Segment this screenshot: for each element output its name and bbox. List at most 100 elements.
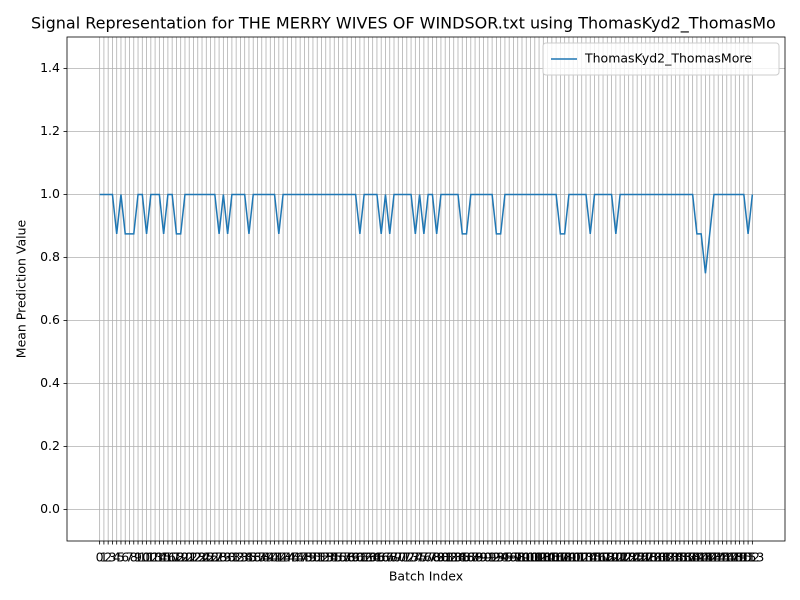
x-tick-label: 142 <box>694 550 718 565</box>
x-tick-label: 120 <box>600 550 624 565</box>
x-axis-label: Batch Index <box>389 569 463 584</box>
x-tick-label: 62 <box>356 550 372 565</box>
x-tick-label: 129 <box>638 550 662 565</box>
x-tick-label: 132 <box>651 550 675 565</box>
x-tick-label: 2 <box>104 550 112 565</box>
x-tick-label: 151 <box>732 550 756 565</box>
x-tick-label: 110 <box>557 550 581 565</box>
x-tick-label: 69 <box>386 550 402 565</box>
x-tick-label: 135 <box>664 550 688 565</box>
x-tick-label: 127 <box>630 550 654 565</box>
x-tick-label: 125 <box>621 550 645 565</box>
x-tick-label: 115 <box>578 550 602 565</box>
x-tick-label: 51 <box>309 550 325 565</box>
x-tick-label: 103 <box>527 550 551 565</box>
x-tick-label: 133 <box>655 550 679 565</box>
chart-title: Signal Representation for THE MERRY WIVE… <box>31 14 776 34</box>
series-line <box>99 193 754 274</box>
x-tick-label: 137 <box>672 550 696 565</box>
y-tick-label: 0.0 <box>40 501 60 516</box>
x-tick-label: 73 <box>403 550 419 565</box>
x-tick-label: 21 <box>181 550 197 565</box>
x-tick-label: 141 <box>689 550 713 565</box>
x-tick-label: 22 <box>186 550 202 565</box>
x-tick-label: 6 <box>121 550 129 565</box>
x-tick-label: 94 <box>493 550 509 565</box>
x-tick-label: 9 <box>134 550 142 565</box>
x-tick-label: 28 <box>211 550 227 565</box>
y-tick-label: 0.6 <box>40 312 60 327</box>
x-tick-label: 84 <box>450 550 466 565</box>
x-tick-label: 81 <box>437 550 453 565</box>
x-tick-label: 93 <box>488 550 504 565</box>
x-tick-label: 114 <box>574 550 598 565</box>
x-tick-label: 112 <box>566 550 590 565</box>
x-tick-label: 98 <box>510 550 526 565</box>
x-tick-label: 90 <box>476 550 492 565</box>
x-tick-label: 31 <box>224 550 240 565</box>
x-tick-label: 147 <box>715 550 739 565</box>
x-tick-label: 23 <box>190 550 206 565</box>
x-tick-label: 50 <box>305 550 321 565</box>
x-tick-label: 92 <box>484 550 500 565</box>
x-tick-label: 68 <box>382 550 398 565</box>
x-tick-label: 43 <box>275 550 291 565</box>
x-tick-label: 117 <box>587 550 611 565</box>
x-tick-label: 13 <box>147 550 163 565</box>
x-tick-label: 77 <box>420 550 436 565</box>
x-tick-label: 25 <box>198 550 214 565</box>
x-tick-label: 70 <box>390 550 406 565</box>
x-tick-label: 65 <box>369 550 385 565</box>
x-tick-label: 46 <box>288 550 304 565</box>
x-tick-label: 106 <box>540 550 564 565</box>
x-tick-label: 86 <box>459 550 475 565</box>
x-tick-label: 128 <box>634 550 658 565</box>
x-tick-label: 74 <box>407 550 423 565</box>
x-tick-label: 91 <box>480 550 496 565</box>
y-axis-label: Mean Prediction Value <box>14 219 29 358</box>
x-tick-label: 153 <box>740 550 764 565</box>
x-tick-label: 71 <box>395 550 411 565</box>
x-tick-label: 38 <box>254 550 270 565</box>
x-tick-label: 4 <box>113 550 121 565</box>
x-tick-label: 111 <box>561 550 585 565</box>
x-tick-label: 0 <box>96 550 104 565</box>
x-tick-label: 41 <box>267 550 283 565</box>
x-tick-label: 89 <box>471 550 487 565</box>
x-tick-label: 42 <box>271 550 287 565</box>
x-tick-label: 5 <box>117 550 125 565</box>
x-tick-label: 26 <box>203 550 219 565</box>
x-tick-label: 57 <box>335 550 351 565</box>
x-tick-label: 29 <box>215 550 231 565</box>
x-tick-label: 146 <box>711 550 735 565</box>
x-tick-label: 7 <box>126 550 134 565</box>
x-tick-label: 75 <box>412 550 428 565</box>
x-tick-label: 40 <box>262 550 278 565</box>
x-tick-label: 121 <box>604 550 628 565</box>
x-tick-label: 54 <box>322 550 338 565</box>
x-tick-label: 134 <box>659 550 683 565</box>
x-tick-label: 148 <box>719 550 743 565</box>
y-tick-label: 1.2 <box>40 123 60 138</box>
x-tick-label: 8 <box>130 550 138 565</box>
x-tick-label: 20 <box>177 550 193 565</box>
x-tick-label: 35 <box>241 550 257 565</box>
legend-box <box>542 42 780 76</box>
x-tick-label: 152 <box>736 550 760 565</box>
y-tick-label: 1.4 <box>40 60 60 75</box>
x-tick-label: 99 <box>514 550 530 565</box>
x-tick-label: 17 <box>164 550 180 565</box>
y-tick-label: 0.4 <box>40 375 60 390</box>
y-tick-label: 0.2 <box>40 438 60 453</box>
x-tick-label: 101 <box>519 550 543 565</box>
x-tick-label: 83 <box>446 550 462 565</box>
x-tick-label: 95 <box>497 550 513 565</box>
plot-frame <box>66 36 786 542</box>
x-tick-label: 59 <box>343 550 359 565</box>
x-tick-label: 97 <box>506 550 522 565</box>
x-tick-label: 149 <box>723 550 747 565</box>
x-tick-label: 104 <box>531 550 555 565</box>
x-tick-label: 3 <box>108 550 116 565</box>
